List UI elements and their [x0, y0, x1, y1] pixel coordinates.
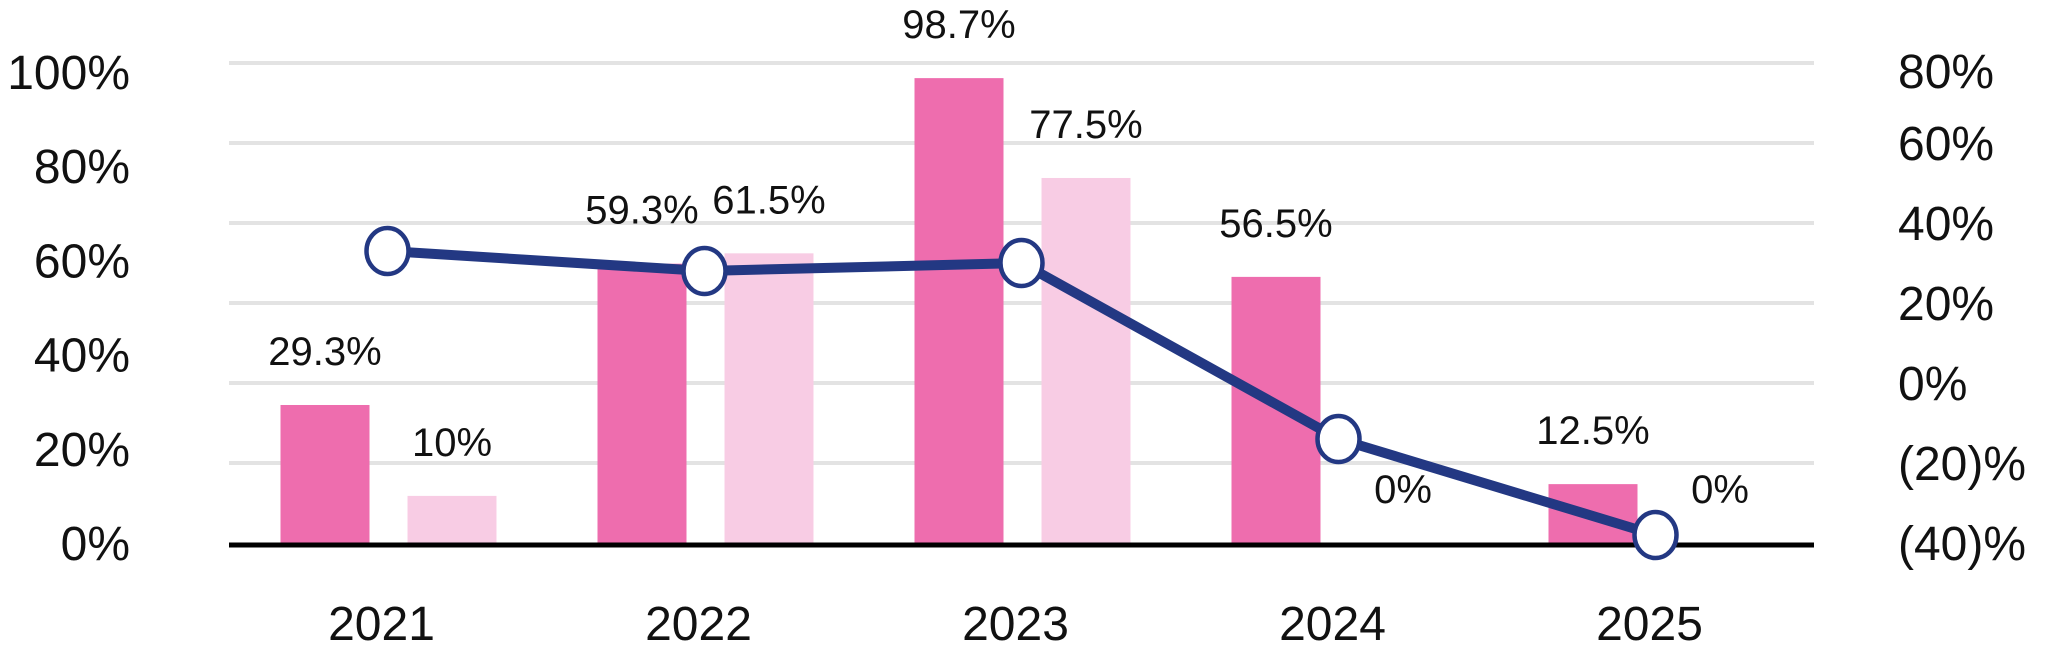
line-marker [1632, 509, 1679, 561]
data-label: 77.5% [1029, 103, 1142, 147]
data-label: 61.5% [712, 178, 825, 222]
bar-series2 [724, 253, 814, 543]
data-label: 0% [1374, 468, 1432, 512]
right-tick-label: (20)% [1898, 438, 2026, 491]
x-tick-label: 2024 [1279, 598, 1386, 651]
line-marker [998, 237, 1045, 289]
x-tick-label: 2025 [1596, 598, 1703, 651]
right-axis: (40)% (20)% 0% 20% 40% 60% 80% [1898, 46, 2026, 571]
bar-series1 [280, 404, 370, 543]
left-tick-label: 0% [61, 518, 130, 571]
gridlines [229, 61, 1814, 465]
left-tick-label: 100% [7, 47, 130, 100]
bar-series1 [914, 78, 1004, 544]
bar-series2 [1041, 177, 1131, 543]
right-tick-label: 0% [1898, 358, 1967, 411]
x-tick-label: 2022 [645, 598, 752, 651]
left-tick-label: 40% [34, 330, 130, 383]
right-tick-label: 80% [1898, 46, 1994, 99]
data-label: 12.5% [1536, 409, 1649, 453]
right-tick-label: (40)% [1898, 518, 2026, 571]
bar-series2 [407, 495, 497, 543]
data-labels: 29.3% 10% 59.3% 61.5% 98.7% 77.5% 56.5% 0% 12.5%… [268, 3, 1749, 512]
line-path [387, 246, 1657, 540]
right-tick-label: 60% [1898, 118, 1994, 171]
data-label: 98.7% [902, 3, 1015, 47]
left-tick-label: 20% [34, 424, 130, 477]
data-label: 0% [1691, 468, 1749, 512]
line-series [364, 225, 1679, 561]
right-tick-label: 20% [1898, 278, 1994, 331]
data-label: 56.5% [1219, 202, 1332, 246]
data-label: 29.3% [268, 330, 381, 374]
x-tick-label: 2023 [962, 598, 1069, 651]
left-axis: 0% 20% 40% 60% 80% 100% [7, 47, 130, 571]
left-tick-label: 80% [34, 141, 130, 194]
line-marker [364, 225, 411, 277]
data-label: 59.3% [585, 189, 698, 233]
data-label: 10% [412, 421, 492, 465]
x-tick-label: 2021 [328, 598, 435, 651]
bar-series1 [597, 263, 687, 543]
line-marker [1315, 413, 1362, 465]
left-tick-label: 60% [34, 235, 130, 288]
line-marker [681, 245, 728, 297]
x-axis: 2021 2022 2023 2024 2025 [328, 598, 1703, 651]
right-tick-label: 40% [1898, 198, 1994, 251]
bars [280, 78, 1638, 544]
